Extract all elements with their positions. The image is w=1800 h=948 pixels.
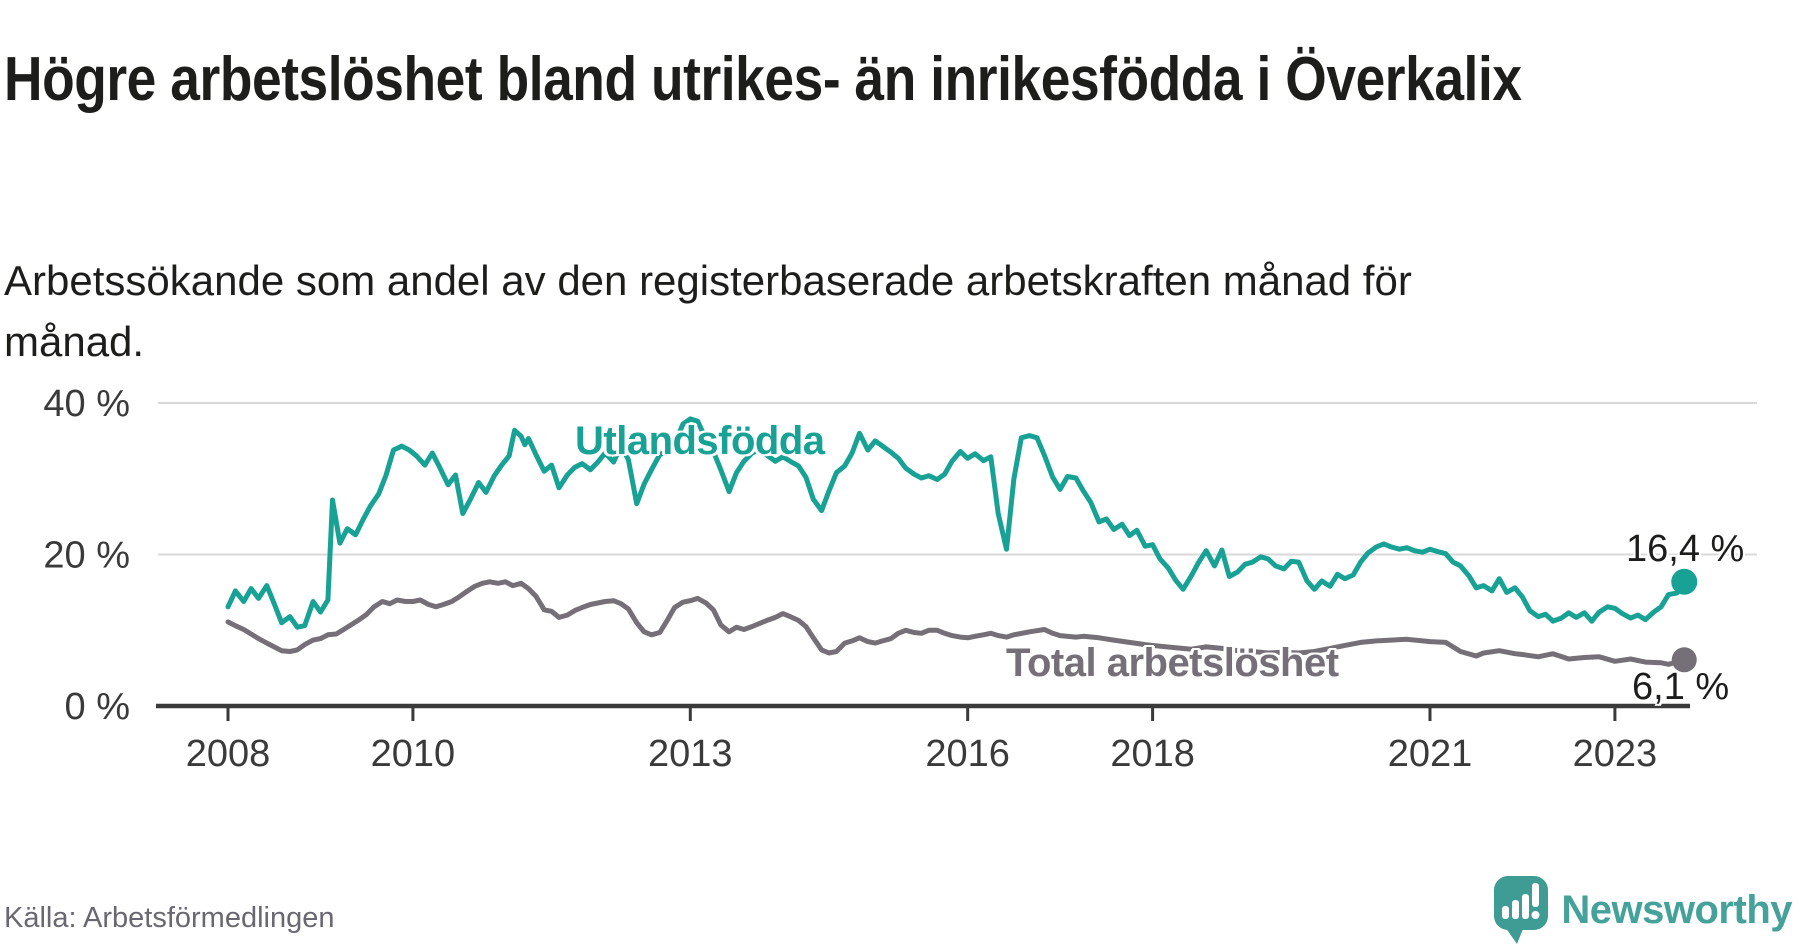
newsworthy-logo: Newsworthy [1493, 874, 1792, 946]
end-value-label-utlandsfodda: 16,4 % [1626, 528, 1745, 570]
end-dot-total [1671, 647, 1697, 673]
page-subtitle: Arbetssökande som andel av den registerb… [4, 257, 1412, 366]
y-axis-label-40: 40 % [43, 383, 130, 425]
y-axis-label-20: 20 % [43, 535, 130, 577]
x-axis-label-2023: 2023 [1573, 733, 1658, 775]
x-axis-label-2013: 2013 [648, 733, 733, 775]
x-axis-label-2018: 2018 [1110, 733, 1195, 775]
series-line-utlandsfodda [225, 416, 1687, 630]
series-line-total [225, 579, 1687, 667]
x-axis-label-2010: 2010 [371, 733, 456, 775]
end-value-label-total: 6,1 % [1632, 666, 1730, 708]
x-axis-label-2016: 2016 [925, 733, 1010, 775]
y-axis-label-0: 0 % [65, 686, 130, 728]
series-label-total-arbetsloshet: Total arbetslöshet [1006, 641, 1339, 685]
page-title: Högre arbetslöshet bland utrikes- än inr… [4, 44, 1522, 114]
x-axis-label-2008: 2008 [186, 733, 271, 775]
newsworthy-logo-text: Newsworthy [1561, 887, 1792, 932]
x-axis-label-2021: 2021 [1388, 733, 1473, 775]
end-dot-utlandsfodda [1671, 568, 1698, 595]
series-label-utlandsfodda: Utlandsfödda [575, 419, 825, 463]
source-note: Källa: Arbetsförmedlingen [4, 902, 335, 934]
newsworthy-logo-icon [1494, 876, 1549, 944]
